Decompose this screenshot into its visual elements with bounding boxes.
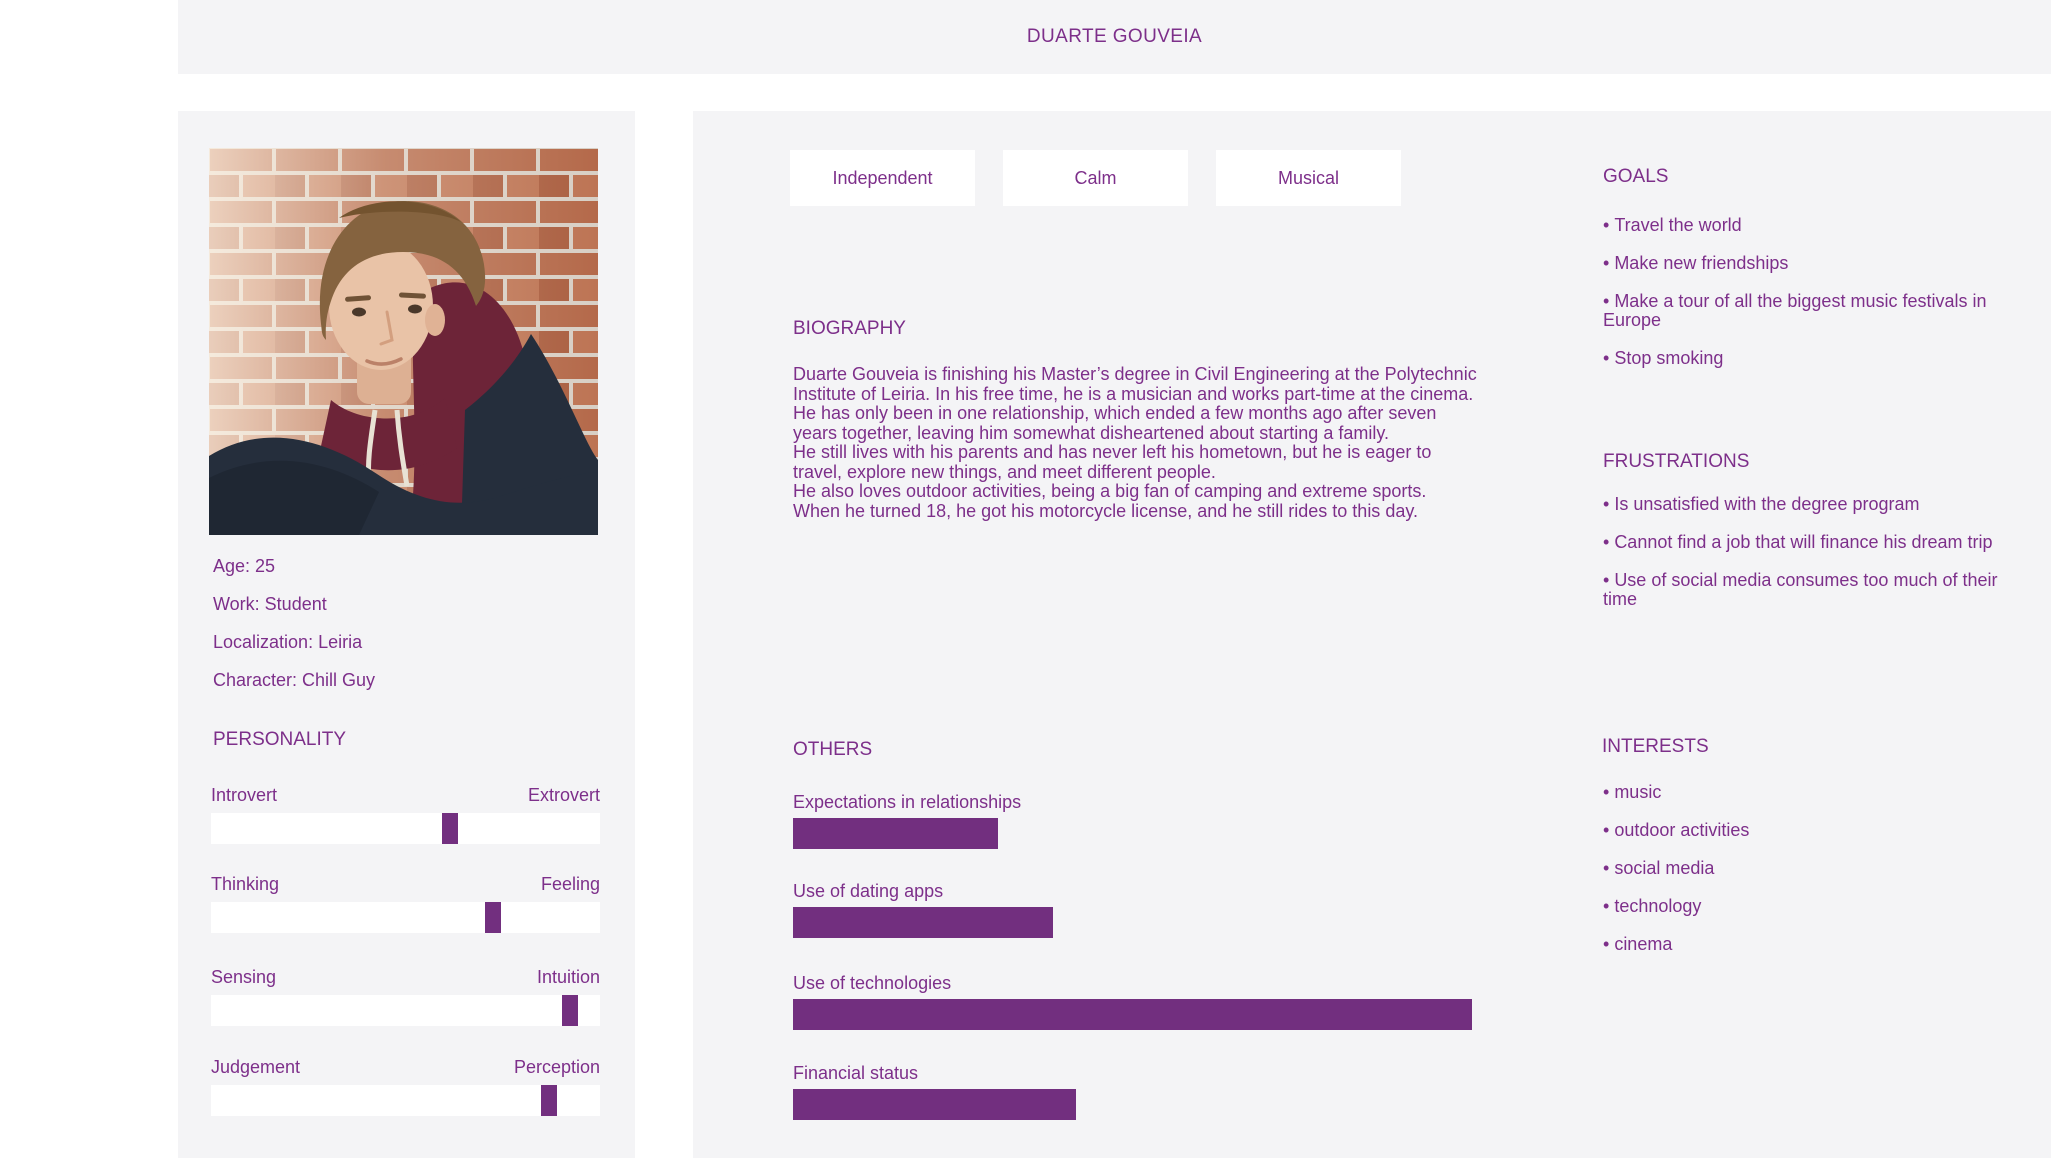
slider-handle[interactable] (441, 813, 458, 844)
slider-track[interactable] (211, 1085, 600, 1116)
interest-item: music (1603, 783, 2018, 802)
top-bar: DUARTE GOUVEIA (178, 0, 2051, 74)
interest-item: technology (1603, 897, 2018, 916)
bar-label: Financial status (793, 1063, 919, 1083)
biography-paragraph: He also loves outdoor activities, being … (793, 481, 1427, 501)
frustrations-heading: FRUSTRATIONS (1603, 451, 1750, 472)
slider-track[interactable] (211, 995, 600, 1026)
goal-item: Make new friendships (1603, 254, 2018, 273)
persona-photo (209, 148, 598, 535)
biography-paragraph: Duarte Gouveia is finishing his Master’s… (793, 364, 1477, 404)
goal-item: Travel the world (1603, 216, 2018, 235)
bar-expectations-in-relationships: Expectations in relationships (793, 793, 1493, 849)
detail-age: Age: 25 (213, 556, 276, 576)
slider-handle[interactable] (561, 995, 578, 1026)
interest-item: social media (1603, 859, 2018, 878)
slider-right-label: Feeling (540, 874, 600, 894)
details-panel: Independent Calm Musical BIOGRAPHY Duart… (693, 111, 2051, 1158)
trait-chip-independent: Independent (790, 150, 975, 206)
goal-item: Make a tour of all the biggest music fes… (1603, 292, 2018, 330)
interests-heading: INTERESTS (1602, 736, 1709, 757)
others-heading: OTHERS (793, 739, 873, 760)
trait-chip-calm: Calm (1003, 150, 1188, 206)
trait-chip-musical: Musical (1216, 150, 1401, 206)
slider-left-label: Judgement (211, 1057, 301, 1077)
detail-localization: Localization: Leiria (213, 632, 363, 652)
biography-paragraph: He has only been in one relationship, wh… (793, 403, 1437, 443)
bar-use-of-dating-apps: Use of dating apps (793, 882, 1493, 938)
slider-left-label: Introvert (211, 785, 278, 805)
bar-value (793, 1089, 1076, 1120)
detail-character: Character: Chill Guy (213, 670, 376, 690)
slider-left-label: Sensing (211, 967, 277, 987)
slider-track[interactable] (211, 813, 600, 844)
biography-text: Duarte Gouveia is finishing his Master’s… (793, 364, 1483, 521)
bar-label: Expectations in relationships (793, 792, 1022, 812)
personality-slider-sensing-intuition: Sensing Intuition (211, 968, 600, 1026)
slider-left-label: Thinking (211, 874, 280, 894)
personality-slider-judgement-perception: Judgement Perception (211, 1058, 600, 1116)
bar-label: Use of technologies (793, 973, 952, 993)
slider-track[interactable] (211, 902, 600, 933)
frustration-item: Is unsatisfied with the degree program (1603, 495, 2018, 514)
slider-handle[interactable] (485, 902, 502, 933)
goal-item: Stop smoking (1603, 349, 2018, 368)
biography-paragraph: When he turned 18, he got his motorcycle… (793, 500, 1418, 521)
frustration-item: Cannot find a job that will finance his … (1603, 533, 2018, 552)
personality-slider-thinking-feeling: Thinking Feeling (211, 875, 600, 933)
frustrations-list: Is unsatisfied with the degree program C… (1603, 495, 2018, 628)
biography-heading: BIOGRAPHY (793, 318, 906, 339)
profile-panel: Age: 25 Work: Student Localization: Leir… (178, 111, 635, 1158)
interest-item: cinema (1603, 935, 2018, 954)
interests-list: music outdoor activities social media te… (1603, 783, 2018, 973)
personality-heading: PERSONALITY (213, 729, 347, 750)
bar-financial-status: Financial status (793, 1064, 1493, 1120)
slider-right-label: Extrovert (527, 785, 600, 805)
frustration-item: Use of social media consumes too much of… (1603, 571, 2018, 609)
bar-label: Use of dating apps (793, 881, 944, 901)
bar-value (793, 907, 1053, 938)
bar-value (793, 999, 1472, 1030)
bar-use-of-technologies: Use of technologies (793, 974, 1493, 1030)
biography-paragraph: He still lives with his parents and has … (793, 442, 1432, 482)
page-title: DUARTE GOUVEIA (1026, 26, 1203, 47)
detail-work: Work: Student (213, 594, 327, 614)
slider-handle[interactable] (541, 1085, 558, 1116)
trait-chips: Independent Calm Musical (790, 150, 1429, 206)
bar-value (793, 818, 998, 849)
profile-details: Age: 25 Work: Student Localization: Leir… (213, 557, 375, 709)
slider-right-label: Perception (513, 1057, 600, 1077)
goals-list: Travel the world Make new friendships Ma… (1603, 216, 2018, 387)
slider-right-label: Intuition (536, 967, 600, 987)
goals-heading: GOALS (1603, 166, 1669, 187)
personality-slider-introvert-extrovert: Introvert Extrovert (211, 786, 600, 844)
interest-item: outdoor activities (1603, 821, 2018, 840)
